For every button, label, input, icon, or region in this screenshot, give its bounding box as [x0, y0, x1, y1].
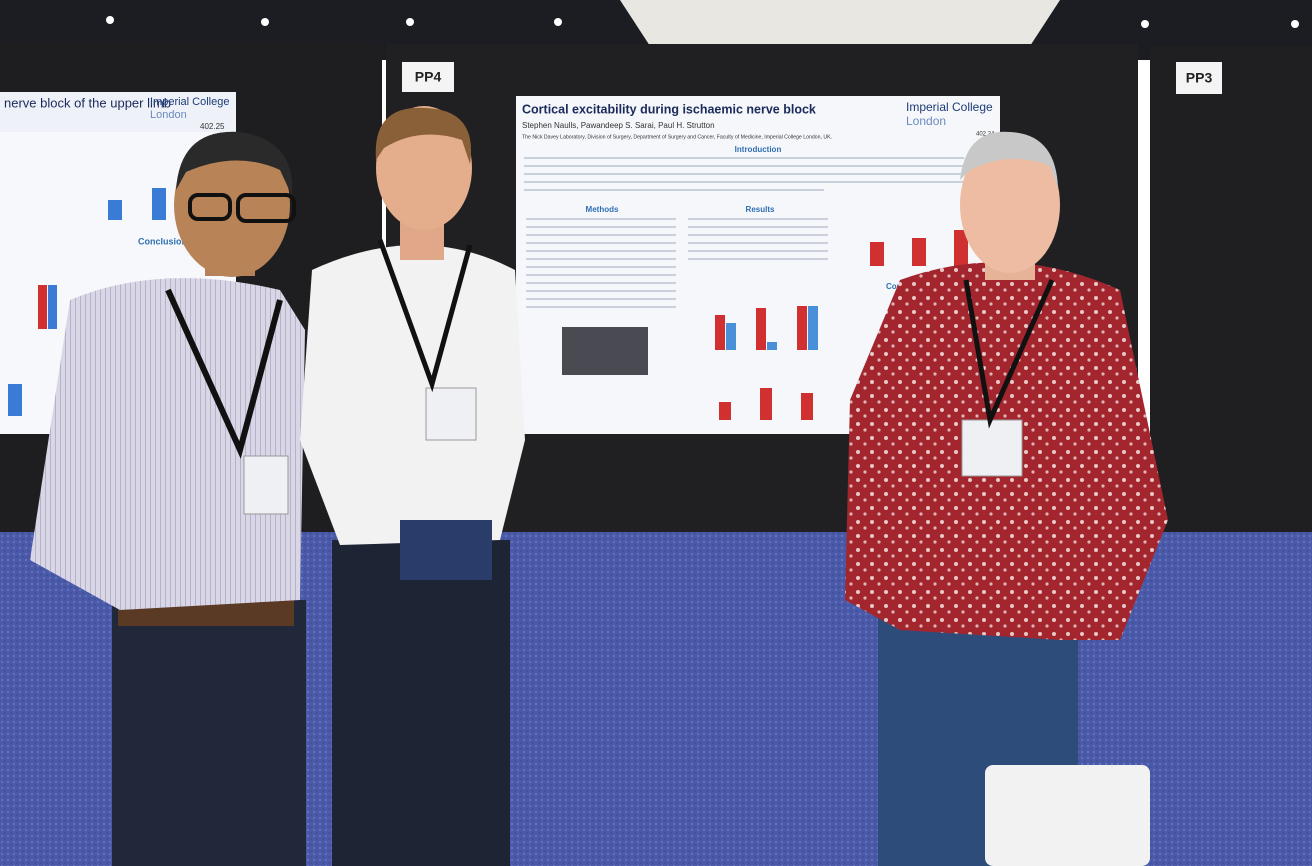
board-label: PP3 [1186, 70, 1213, 86]
poster-affiliation: The Nick Davey Laboratory, Division of S… [522, 134, 832, 140]
poster-heading: Introduction [735, 145, 782, 154]
poster-number: 402.25 [200, 122, 225, 131]
poster-heading: Results [746, 205, 775, 214]
poster-logo: London [906, 114, 946, 128]
board-label-box [402, 62, 454, 92]
poster-heading: Conclusions [138, 236, 192, 246]
poster-title: nerve block of the upper limb [4, 95, 171, 110]
poster-number: 402.24 [976, 132, 995, 138]
poster-figure [8, 188, 166, 416]
poster-logo: Imperial College [906, 100, 993, 114]
person [300, 106, 525, 866]
board-label-box [1176, 62, 1222, 94]
poster-logo: Imperial College [150, 96, 229, 108]
board-label: PP4 [415, 69, 442, 85]
poster-title: Cortical excitability during ischaemic n… [522, 102, 816, 116]
person [845, 131, 1168, 866]
poster-header [0, 92, 236, 132]
poster-figure [715, 230, 968, 420]
person [30, 131, 306, 866]
poster-heading: Methods [586, 205, 619, 214]
ceiling-fixture [620, 0, 1060, 46]
poster-photo [562, 327, 648, 375]
poster-logo: London [150, 109, 187, 121]
poster-text-lines [524, 157, 964, 308]
ceiling-lights [106, 16, 1299, 28]
board [1150, 46, 1312, 532]
poster-authors: Stephen Naulls, Pawandeep S. Sarai, Paul… [522, 121, 715, 130]
bag [985, 765, 1150, 866]
